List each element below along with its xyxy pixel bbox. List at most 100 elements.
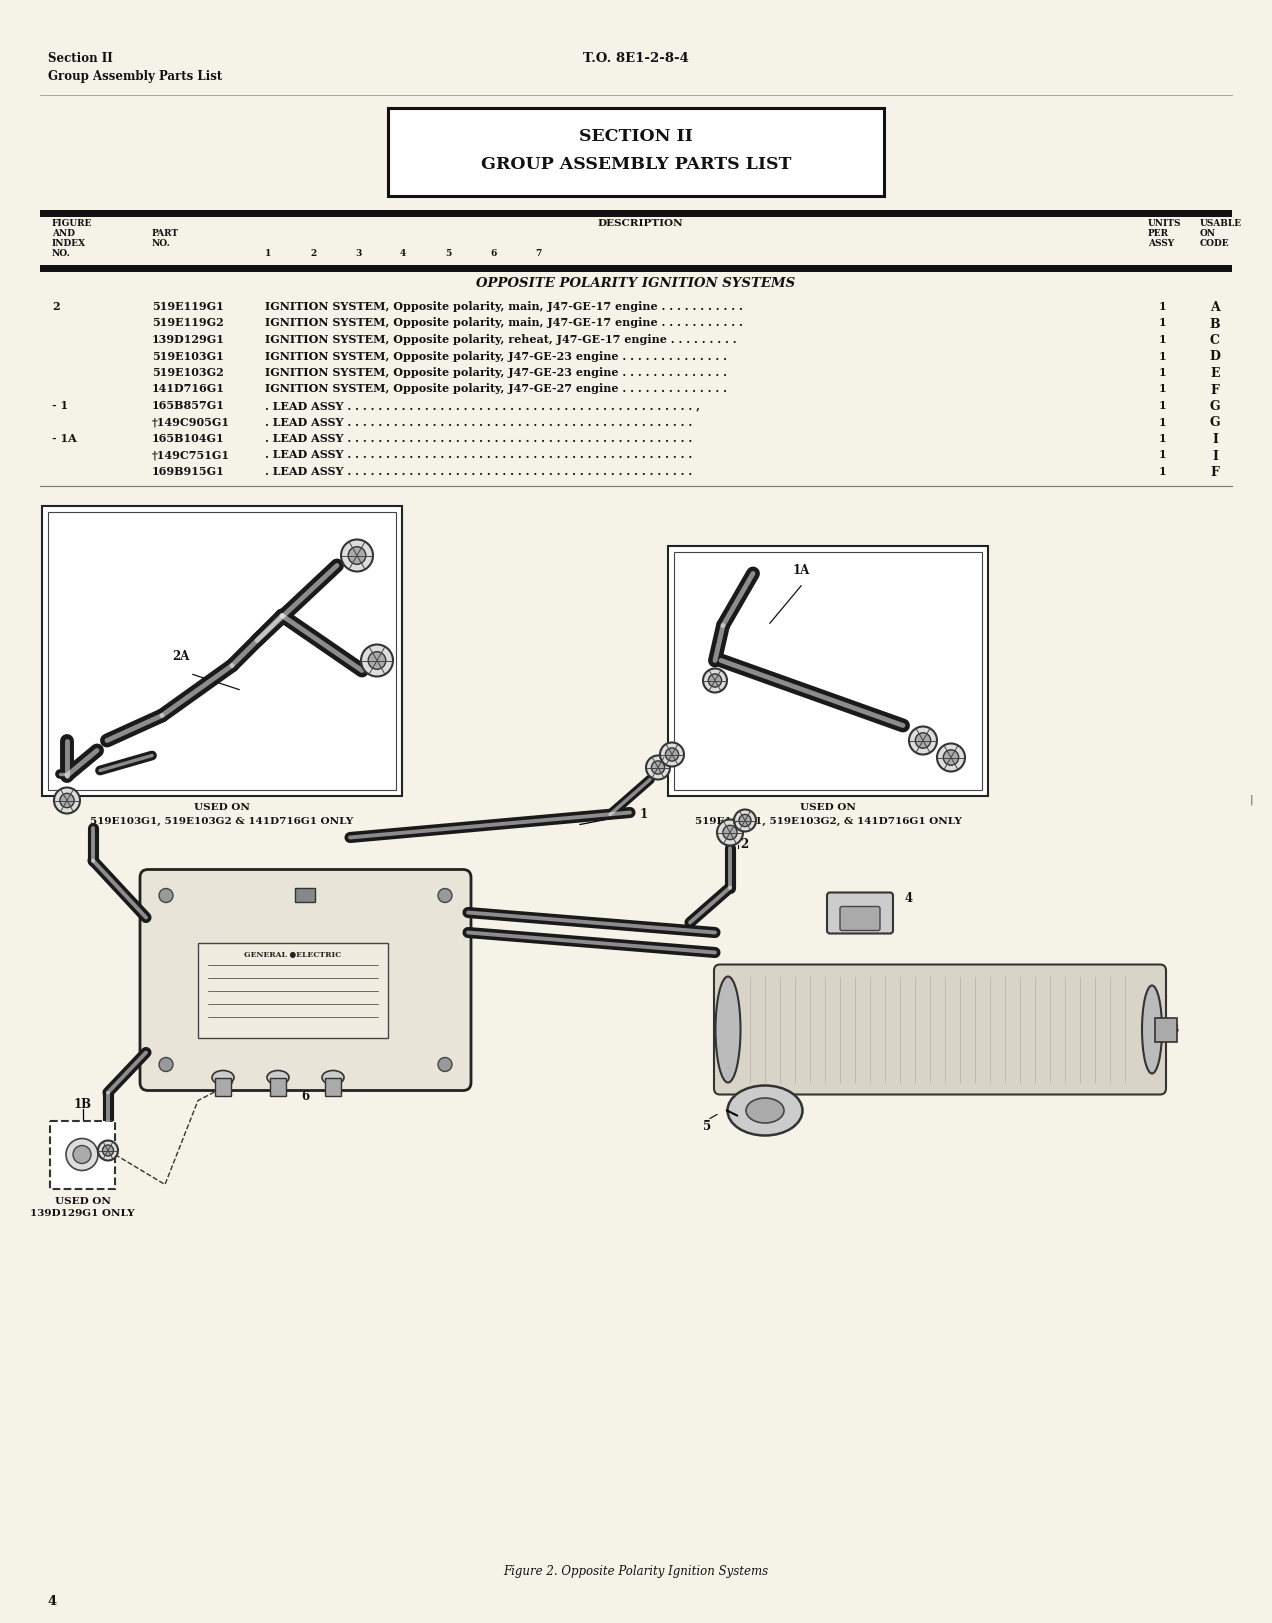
Text: †149C751G1: †149C751G1 bbox=[151, 450, 230, 461]
Circle shape bbox=[159, 1058, 173, 1071]
Circle shape bbox=[722, 826, 738, 839]
Circle shape bbox=[438, 888, 452, 902]
Bar bbox=[270, 1078, 286, 1096]
Ellipse shape bbox=[1142, 985, 1163, 1073]
Bar bbox=[198, 943, 388, 1037]
Text: PER: PER bbox=[1149, 229, 1169, 239]
Bar bbox=[668, 545, 988, 795]
Circle shape bbox=[909, 727, 937, 755]
Bar bbox=[326, 1078, 341, 1096]
Text: Section II: Section II bbox=[48, 52, 113, 65]
Text: 3: 3 bbox=[1170, 1022, 1178, 1035]
Text: . LEAD ASSY . . . . . . . . . . . . . . . . . . . . . . . . . . . . . . . . . . : . LEAD ASSY . . . . . . . . . . . . . . … bbox=[265, 399, 700, 411]
Bar bbox=[48, 511, 396, 789]
Text: SECTION II: SECTION II bbox=[579, 128, 693, 144]
Text: C: C bbox=[1210, 334, 1220, 347]
Bar bbox=[39, 265, 1233, 273]
Circle shape bbox=[660, 742, 684, 766]
Circle shape bbox=[53, 787, 80, 813]
Text: UNITS: UNITS bbox=[1149, 219, 1182, 227]
Text: . LEAD ASSY . . . . . . . . . . . . . . . . . . . . . . . . . . . . . . . . . . : . LEAD ASSY . . . . . . . . . . . . . . … bbox=[265, 466, 692, 477]
Text: 1: 1 bbox=[1159, 433, 1166, 445]
Circle shape bbox=[368, 652, 385, 669]
Text: 1: 1 bbox=[1159, 466, 1166, 477]
Text: IGNITION SYSTEM, Opposite polarity, J47-GE-23 engine . . . . . . . . . . . . . .: IGNITION SYSTEM, Opposite polarity, J47-… bbox=[265, 351, 728, 362]
Text: Group Assembly Parts List: Group Assembly Parts List bbox=[48, 70, 223, 83]
Text: 2: 2 bbox=[740, 837, 748, 850]
Text: 519E119G2: 519E119G2 bbox=[151, 318, 224, 328]
Text: 519E103G1: 519E103G1 bbox=[151, 351, 224, 362]
FancyBboxPatch shape bbox=[827, 893, 893, 933]
Bar bbox=[39, 209, 1233, 217]
Text: ON: ON bbox=[1199, 229, 1216, 239]
Text: G: G bbox=[1210, 417, 1220, 430]
Ellipse shape bbox=[322, 1071, 343, 1084]
Circle shape bbox=[159, 888, 173, 902]
Text: 1: 1 bbox=[1159, 318, 1166, 328]
Text: F: F bbox=[1211, 383, 1220, 396]
Text: I: I bbox=[1212, 450, 1217, 463]
Bar bbox=[42, 505, 402, 795]
Ellipse shape bbox=[212, 1071, 234, 1084]
Text: 1: 1 bbox=[1159, 334, 1166, 346]
Text: 1: 1 bbox=[1159, 417, 1166, 427]
Bar bbox=[1155, 1018, 1177, 1042]
Circle shape bbox=[739, 815, 750, 826]
Circle shape bbox=[646, 755, 670, 779]
Text: Figure 2. Opposite Polarity Ignition Systems: Figure 2. Opposite Polarity Ignition Sys… bbox=[504, 1565, 768, 1578]
Text: . LEAD ASSY . . . . . . . . . . . . . . . . . . . . . . . . . . . . . . . . . . : . LEAD ASSY . . . . . . . . . . . . . . … bbox=[265, 433, 692, 445]
Ellipse shape bbox=[267, 1071, 289, 1084]
Text: IGNITION SYSTEM, Opposite polarity, main, J47-GE-17 engine . . . . . . . . . . .: IGNITION SYSTEM, Opposite polarity, main… bbox=[265, 318, 743, 328]
Text: 3: 3 bbox=[355, 248, 361, 258]
Text: 519E119G1: 519E119G1 bbox=[151, 300, 224, 312]
Text: |: | bbox=[1250, 795, 1254, 805]
Text: 141D716G1: 141D716G1 bbox=[151, 383, 225, 394]
Text: IGNITION SYSTEM, Opposite polarity, main, J47-GE-17 engine . . . . . . . . . . .: IGNITION SYSTEM, Opposite polarity, main… bbox=[265, 300, 743, 312]
Text: PART: PART bbox=[151, 229, 179, 239]
Text: 165B104G1: 165B104G1 bbox=[151, 433, 225, 445]
Circle shape bbox=[66, 1138, 98, 1170]
Circle shape bbox=[651, 761, 664, 774]
Text: †149C905G1: †149C905G1 bbox=[151, 417, 230, 427]
Circle shape bbox=[709, 674, 721, 687]
Text: - 1A: - 1A bbox=[52, 433, 76, 445]
Text: CODE: CODE bbox=[1199, 239, 1230, 248]
Text: USED ON
519E103G1, 519E103G2, & 141D716G1 ONLY: USED ON 519E103G1, 519E103G2, & 141D716G… bbox=[695, 803, 962, 826]
Text: 4: 4 bbox=[399, 248, 406, 258]
Ellipse shape bbox=[728, 1086, 803, 1136]
Text: 169B915G1: 169B915G1 bbox=[151, 466, 225, 477]
Text: F: F bbox=[1211, 466, 1220, 479]
Circle shape bbox=[73, 1146, 92, 1164]
Text: 1: 1 bbox=[1159, 351, 1166, 362]
Text: NO.: NO. bbox=[52, 248, 71, 258]
Text: FIGURE: FIGURE bbox=[52, 219, 93, 227]
Bar bbox=[388, 109, 884, 196]
Text: A: A bbox=[1210, 300, 1220, 313]
Text: DESCRIPTION: DESCRIPTION bbox=[597, 219, 683, 227]
Text: 165B857G1: 165B857G1 bbox=[151, 399, 225, 411]
Text: 7: 7 bbox=[536, 248, 542, 258]
Text: 4: 4 bbox=[48, 1595, 57, 1608]
Text: 1: 1 bbox=[1159, 300, 1166, 312]
Circle shape bbox=[341, 539, 373, 571]
Circle shape bbox=[665, 748, 678, 761]
Circle shape bbox=[916, 734, 931, 748]
Text: 1: 1 bbox=[265, 248, 271, 258]
Circle shape bbox=[717, 820, 743, 846]
Text: 2: 2 bbox=[52, 300, 60, 312]
Text: 1: 1 bbox=[1159, 367, 1166, 378]
Circle shape bbox=[944, 750, 959, 764]
Text: 1A: 1A bbox=[792, 563, 810, 576]
Circle shape bbox=[734, 810, 756, 831]
Text: 5: 5 bbox=[703, 1120, 711, 1133]
FancyBboxPatch shape bbox=[140, 870, 471, 1091]
Text: GENERAL ●ELECTRIC: GENERAL ●ELECTRIC bbox=[244, 951, 342, 959]
Text: 4: 4 bbox=[904, 893, 913, 906]
Bar bbox=[215, 1078, 232, 1096]
Text: - 1: - 1 bbox=[52, 399, 69, 411]
Bar bbox=[50, 1120, 114, 1188]
Text: 1: 1 bbox=[1159, 383, 1166, 394]
Text: T.O. 8E1-2-8-4: T.O. 8E1-2-8-4 bbox=[583, 52, 689, 65]
Text: . LEAD ASSY . . . . . . . . . . . . . . . . . . . . . . . . . . . . . . . . . . : . LEAD ASSY . . . . . . . . . . . . . . … bbox=[265, 417, 692, 427]
Text: 519E103G2: 519E103G2 bbox=[151, 367, 224, 378]
